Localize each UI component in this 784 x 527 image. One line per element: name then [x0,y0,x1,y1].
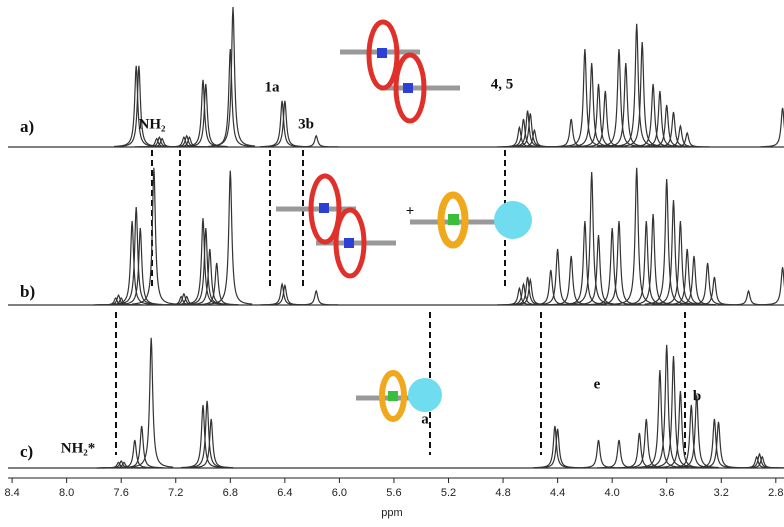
nmr-peak [576,234,621,306]
x-tick-label: 5.2 [441,487,456,499]
nmr-peak [658,390,703,469]
peak-annotation: 1a [265,79,281,95]
nmr-peak [576,439,621,469]
peak-annotation: b [693,388,701,404]
monomer-b [410,191,532,249]
nmr-peak [644,178,689,305]
peak-annotation: NH₂* [61,440,96,456]
nmr-peak [114,206,159,305]
nmr-peak [665,131,710,148]
nmr-peak [532,425,577,469]
nmr-peak [760,107,784,148]
nmr-peak [118,227,163,306]
monomer-c [356,370,442,422]
nmr-peak [562,48,607,147]
x-axis-label: ppm [381,507,402,519]
nmr-peak [114,65,159,148]
nmr-peak [644,344,689,468]
nmr-peak [183,83,228,148]
x-tick-label: 2.8 [768,487,783,499]
nmr-peak [631,83,676,148]
nmr-peak [210,6,256,147]
peak-annotation: 3b [298,116,314,132]
peak-annotation: 4, 5 [491,76,514,92]
rotaxane-dimer-a [340,19,460,124]
nmr-peak [696,421,741,469]
nmr-peak [262,283,307,306]
peak-annotation: a [421,411,429,427]
nmr-peak [167,136,212,148]
x-tick-label: 4.8 [495,487,510,499]
nmr-peak [189,418,234,469]
nmr-peak [569,171,614,305]
nmr-peak [129,337,174,468]
nmr-peak [549,255,594,306]
spectrum-label: b) [20,282,35,301]
spectrum-label: c) [20,442,33,461]
nmr-peak [501,118,546,148]
x-tick-label: 6.8 [223,487,238,499]
nmr-peak [597,48,641,147]
nmr-peak [512,128,557,148]
nmr-peak [294,289,339,306]
nmr-peak [187,248,232,306]
x-tick-label: 7.2 [168,487,183,499]
nmr-peak [760,267,784,306]
nmr-peak [535,428,580,469]
nmr-peak [617,432,662,469]
nmr-peak [131,167,177,305]
x-tick-label: 3.2 [714,487,729,499]
x-tick-label: 4.0 [605,487,620,499]
nmr-peak [740,455,784,469]
x-tick-label: 5.6 [386,487,401,499]
x-tick-label: 3.6 [659,487,674,499]
nmr-peak [208,170,253,305]
nmr-peak [101,461,146,469]
nmr-peak [181,218,225,305]
nmr-peak [569,62,614,147]
x-tick-label: 8.0 [59,487,74,499]
peak-annotation: + [406,203,415,219]
nmr-peak [99,297,144,306]
nmr-peak [549,118,594,148]
nmr-peak [508,113,553,148]
nmr-peak [651,199,696,305]
nmr-peak [672,255,716,306]
x-tick-label: 8.4 [4,487,19,499]
x-tick-label: 4.4 [550,487,565,499]
spectrum-label: a) [20,117,34,136]
nmr-peak [726,289,771,306]
nmr-peak [260,282,305,306]
nmr-peak [508,277,553,306]
nmr-peak [651,355,696,468]
nmr-peak [614,23,659,147]
nmr-peak [116,65,162,148]
x-tick-label: 7.6 [114,487,129,499]
nmr-peak [737,452,782,469]
nmr-peak [194,262,239,306]
rotaxane-dimer-b [276,173,396,279]
nmr-peak [294,134,339,148]
peak-annotation: e [594,376,601,392]
peak-annotation: NH₂ [139,116,167,132]
x-tick-label: 6.0 [332,487,347,499]
nmr-peak [119,425,164,469]
x-tick-label: 6.4 [277,487,292,499]
nmr-peak [674,395,719,469]
